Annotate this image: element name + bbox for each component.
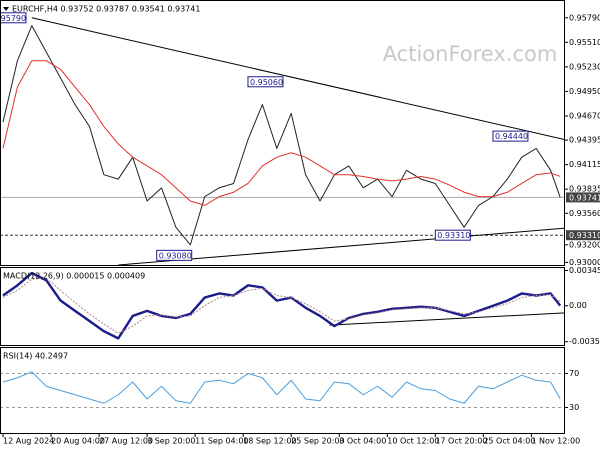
x-tick-label: 25 Sep 20:00 bbox=[291, 437, 344, 446]
y-tick-label: 0.94950 bbox=[569, 87, 600, 96]
annotation-box bbox=[434, 229, 471, 241]
x-tick-label: 3 Oct 04:00 bbox=[339, 437, 386, 446]
price-label-box bbox=[566, 192, 600, 203]
series-line bbox=[2, 371, 561, 404]
panel-frame bbox=[0, 0, 565, 266]
annotation-box bbox=[492, 130, 529, 142]
annotation-label: 0.93310 bbox=[437, 231, 470, 240]
panel-frame bbox=[0, 347, 565, 434]
x-tick-label: 17 Oct 20:00 bbox=[435, 437, 487, 446]
x-tick-label: 11 Sep 04:00 bbox=[195, 437, 248, 446]
y-tick-label: 0.95510 bbox=[569, 38, 600, 47]
y-tick-label: 30 bbox=[569, 403, 579, 412]
annotation-box bbox=[156, 249, 193, 261]
price-label: 0.93741 bbox=[569, 193, 600, 202]
y-tick-label: 0.95790 bbox=[569, 13, 600, 22]
x-tick-label: 10 Oct 12:00 bbox=[387, 437, 439, 446]
annotation-label: 0.94440 bbox=[495, 132, 528, 141]
series-line bbox=[2, 60, 561, 206]
y-tick-label: 0.93200 bbox=[569, 240, 600, 249]
x-tick-label: 20 Aug 04:00 bbox=[51, 437, 105, 446]
panel bbox=[2, 271, 566, 340]
watermark: ActionForex.com bbox=[383, 42, 558, 66]
x-tick-label: 25 Oct 04:00 bbox=[483, 437, 535, 446]
x-tick-label: 1 Nov 12:00 bbox=[531, 437, 580, 446]
price-label-box bbox=[566, 230, 600, 241]
annotation-box bbox=[247, 76, 284, 88]
y-tick-label: 0.94395 bbox=[569, 136, 600, 145]
annotation-label: 0.95790 bbox=[0, 14, 26, 23]
y-tick-label: 0.95230 bbox=[569, 62, 600, 71]
annotation-box bbox=[0, 12, 27, 24]
trendline bbox=[31, 17, 565, 141]
panel-title: MACD(12,26,9) 0.000015 0.000409 bbox=[3, 272, 145, 281]
series-line bbox=[2, 25, 561, 246]
panel-frame bbox=[0, 267, 565, 346]
panel-title: RSI(14) 40.2497 bbox=[3, 352, 68, 361]
y-tick-label: 0.00 bbox=[569, 301, 587, 310]
x-tick-label: 3 Sep 20:00 bbox=[147, 437, 195, 446]
x-tick-label: 18 Sep 12:00 bbox=[243, 437, 296, 446]
x-tick-label: 27 Aug 12:00 bbox=[99, 437, 153, 446]
panel: 0.95790 0.95060 0.94440 0.93310 0.93080 bbox=[0, 12, 565, 265]
trendline bbox=[329, 312, 566, 326]
y-tick-label: 0.93835 bbox=[569, 185, 600, 194]
annotation-label: 0.95060 bbox=[250, 78, 283, 87]
y-tick-label: 0.003458 bbox=[569, 266, 600, 275]
annotation-label: 0.93080 bbox=[159, 251, 192, 260]
price-label: 0.93310 bbox=[569, 231, 600, 240]
x-tick-label: 12 Aug 2024 bbox=[3, 437, 54, 446]
menu-icon bbox=[3, 7, 9, 11]
panel bbox=[0, 371, 565, 408]
y-tick-label: 0.93560 bbox=[569, 209, 600, 218]
y-tick-label: 0.93000 bbox=[569, 258, 600, 267]
y-tick-label: 0.94115 bbox=[569, 160, 600, 169]
y-tick-label: -0.003525 bbox=[569, 337, 600, 346]
trendline bbox=[118, 227, 565, 265]
series-line bbox=[2, 271, 562, 340]
series-line bbox=[2, 277, 561, 334]
chart-title: EURCHF,H4 0.93752 0.93787 0.93541 0.9374… bbox=[12, 5, 200, 14]
y-tick-label: 70 bbox=[569, 369, 579, 378]
y-tick-label: 0.94670 bbox=[569, 111, 600, 120]
